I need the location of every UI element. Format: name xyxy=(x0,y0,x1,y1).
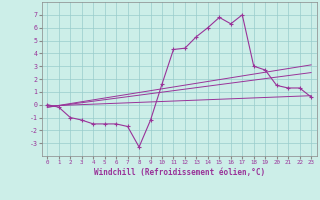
X-axis label: Windchill (Refroidissement éolien,°C): Windchill (Refroidissement éolien,°C) xyxy=(94,168,265,177)
